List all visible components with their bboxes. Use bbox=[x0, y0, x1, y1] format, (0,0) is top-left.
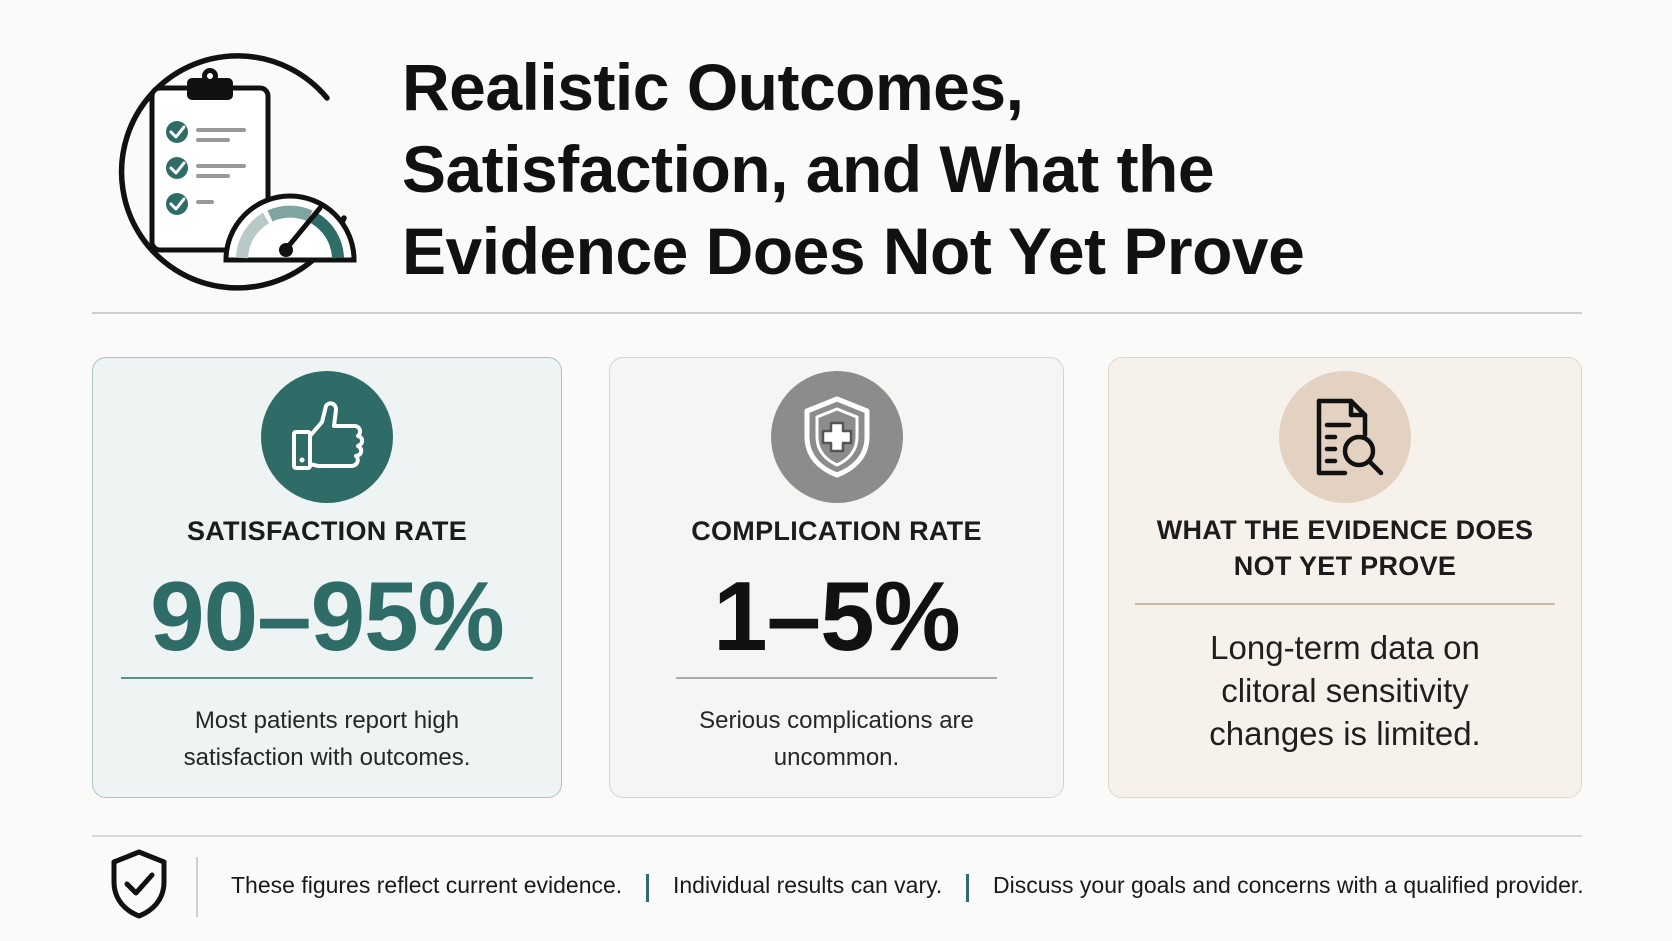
shield-plus-icon bbox=[770, 371, 903, 503]
evidence-card: WHAT THE EVIDENCE DOES NOT YET PROVE Lon… bbox=[1108, 357, 1582, 798]
footer-note: Individual results can vary. bbox=[673, 872, 943, 898]
card-divider bbox=[121, 677, 533, 679]
title-line: Realistic Outcomes, bbox=[402, 50, 1024, 124]
clipboard-gauge-icon bbox=[118, 53, 357, 291]
card-label: WHAT THE EVIDENCE DOES NOT YET PROVE bbox=[1156, 515, 1534, 581]
card-value: 1–5% bbox=[713, 561, 961, 671]
title-line: Satisfaction, and What the bbox=[402, 132, 1215, 206]
header-divider bbox=[92, 312, 1582, 314]
card-label: SATISFACTION RATE bbox=[186, 516, 468, 546]
card-description: Serious complications are uncommon. bbox=[699, 707, 974, 771]
satisfaction-card: SATISFACTION RATE 90–95% Most patients r… bbox=[92, 357, 562, 798]
thumbs-up-icon bbox=[261, 371, 393, 503]
card-label: COMPLICATION RATE bbox=[691, 516, 982, 546]
footer-note: These figures reflect current evidence. bbox=[231, 872, 623, 898]
footer-separator bbox=[646, 874, 649, 902]
footer-note: Discuss your goals and concerns with a q… bbox=[993, 872, 1584, 898]
footer-vertical-divider bbox=[196, 857, 198, 917]
card-value: 90–95% bbox=[150, 561, 505, 671]
complication-card: COMPLICATION RATE 1–5% Serious complicat… bbox=[609, 357, 1064, 798]
shield-check-icon bbox=[111, 849, 167, 919]
page-title: Realistic Outcomes, Satisfaction, and Wh… bbox=[402, 46, 1452, 292]
card-description: Long-term data on clitoral sensitivity c… bbox=[1209, 629, 1481, 752]
footer-separator bbox=[966, 874, 969, 902]
card-divider bbox=[1135, 603, 1555, 605]
document-search-icon bbox=[1279, 371, 1411, 503]
title-line: Evidence Does Not Yet Prove bbox=[402, 214, 1305, 288]
card-divider bbox=[676, 677, 997, 679]
footer-divider-line bbox=[92, 835, 1582, 837]
card-description: Most patients report high satisfaction w… bbox=[183, 707, 471, 771]
